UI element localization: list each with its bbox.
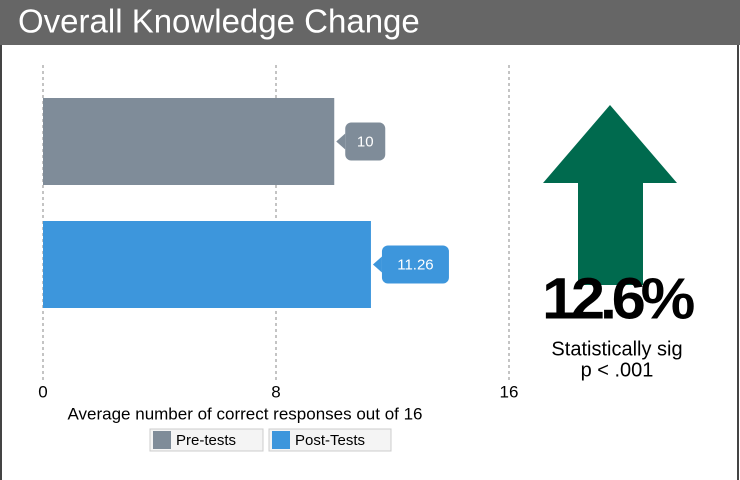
legend-swatch: [272, 431, 290, 449]
x-tick-label: 16: [500, 382, 519, 401]
data-label-box: [345, 122, 386, 161]
x-axis-label: Average number of correct responses out …: [68, 404, 423, 423]
legend-label: Post-Tests: [295, 432, 365, 449]
annotation-p: p < .001: [581, 359, 654, 381]
legend-frame: [149, 428, 264, 452]
legend-label: Pre-tests: [176, 432, 236, 449]
annotation-sig: Statistically sig: [551, 338, 682, 360]
x-tick-label: 0: [38, 382, 47, 401]
annotation-percent: 12.6%: [542, 266, 695, 331]
data-label-callout: [372, 256, 382, 273]
data-label-box: [381, 245, 449, 284]
title-bar: [0, 0, 740, 45]
bar: [43, 98, 335, 185]
chart-title: Overall Knowledge Change: [18, 3, 420, 40]
legend-swatch: [153, 431, 171, 449]
data-label-callout: [336, 133, 346, 150]
legend-frame: [268, 428, 392, 452]
x-tick-label: 8: [271, 382, 280, 401]
data-label: 10: [357, 133, 374, 150]
bar: [43, 221, 371, 308]
arrow: [543, 105, 677, 285]
data-label: 11.26: [397, 256, 433, 273]
